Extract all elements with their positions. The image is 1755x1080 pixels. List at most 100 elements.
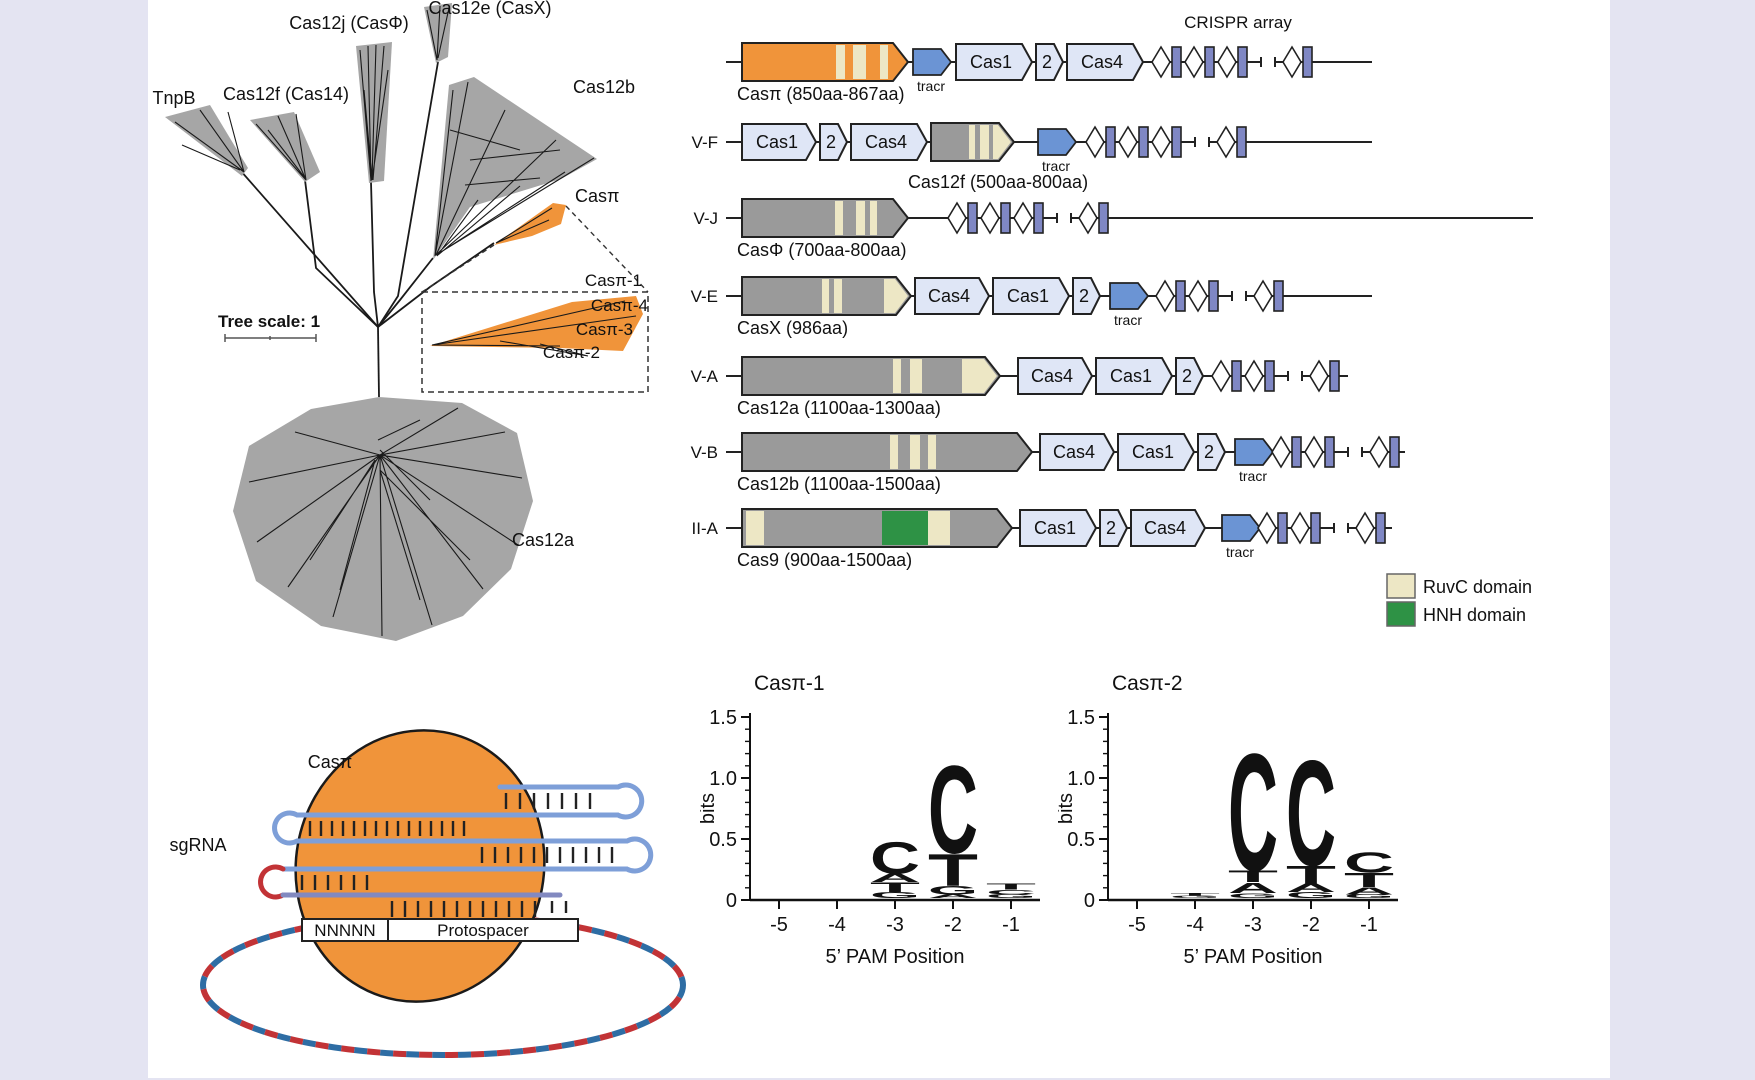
svg-text:T: T bbox=[986, 882, 1036, 891]
ruvc-stripe bbox=[928, 511, 950, 545]
clade-cas12a bbox=[233, 397, 533, 641]
ruvc-stripe bbox=[822, 279, 829, 313]
clade-label-caspi: Casπ bbox=[575, 186, 619, 206]
svg-text:Cas4: Cas4 bbox=[865, 132, 907, 152]
svg-text:T: T bbox=[1228, 867, 1278, 886]
tracr-label: tracr bbox=[1114, 312, 1142, 328]
branch-cas12a bbox=[377, 326, 380, 398]
svg-text:1.0: 1.0 bbox=[1067, 768, 1095, 790]
svg-text:bits: bits bbox=[1058, 793, 1077, 824]
protospacer-box bbox=[387, 918, 579, 942]
locus-row-va: V-A Cas4 Cas1 2 Cas12a (1100aa-1300aa) bbox=[691, 356, 1348, 418]
svg-text:Casπ-2: Casπ-2 bbox=[1112, 672, 1183, 695]
clade-label-cas12a: Cas12a bbox=[512, 530, 575, 550]
branch-tnpb bbox=[239, 169, 379, 328]
ruvc-stripe bbox=[880, 45, 888, 79]
svg-text:Casπ-1: Casπ-1 bbox=[754, 672, 825, 695]
svg-text:0: 0 bbox=[726, 890, 737, 912]
caspi-schematic-panel: NNNNN Protospacer Casπ sgRNA bbox=[169, 729, 686, 1058]
svg-text:C: C bbox=[986, 888, 1036, 896]
svg-text:C: C bbox=[1286, 728, 1336, 897]
svg-text:Cas4: Cas4 bbox=[1081, 52, 1123, 72]
row-type-label: V-E bbox=[691, 287, 718, 306]
row-caption: Cas12a (1100aa-1300aa) bbox=[737, 398, 941, 418]
svg-text:T: T bbox=[1286, 861, 1336, 889]
svg-text:T: T bbox=[870, 880, 920, 895]
ruvc-tip bbox=[962, 359, 997, 393]
tracr-label: tracr bbox=[1042, 158, 1070, 174]
inset-label-caspi3: Casπ-3 bbox=[576, 320, 633, 339]
ruvc-tip bbox=[993, 125, 1011, 159]
gene-cas2 bbox=[1035, 43, 1065, 81]
svg-text:C: C bbox=[1344, 847, 1394, 879]
clade-cas12f bbox=[250, 112, 320, 182]
effector-gene-cas9 bbox=[741, 508, 1014, 548]
svg-text:0: 0 bbox=[1084, 890, 1095, 912]
svg-text:Cas4: Cas4 bbox=[928, 286, 970, 306]
locus-row-vf: V-F Cas1 2 Cas4 tracr Cas12f (500aa-800a… bbox=[692, 122, 1372, 192]
svg-text:G: G bbox=[986, 893, 1036, 899]
locus-row-iia: II-A Cas1 2 Cas4 tracr Cas9 (900aa-1500a… bbox=[692, 508, 1392, 570]
svg-text:A: A bbox=[1344, 885, 1394, 896]
ruvc-legend-label: RuvC domain bbox=[1423, 577, 1532, 597]
ruvc-legend-swatch bbox=[1386, 573, 1416, 599]
row-type-label: V-A bbox=[691, 367, 719, 386]
caspi-protein-label: Casπ bbox=[308, 752, 352, 772]
gene-cas2 bbox=[1099, 509, 1129, 547]
svg-text:Cas4: Cas4 bbox=[1053, 442, 1095, 462]
ruvc-stripe bbox=[890, 435, 898, 469]
ruvc-stripe bbox=[980, 125, 989, 159]
svg-text:Cas1: Cas1 bbox=[756, 132, 798, 152]
svg-text:Cas1: Cas1 bbox=[1110, 366, 1152, 386]
pam-box-label: NNNNN bbox=[314, 921, 375, 940]
locus-row-vj: V-J CasΦ (700aa-800aa) bbox=[693, 198, 1533, 260]
tree-scale-label: Tree scale: 1 bbox=[218, 312, 320, 331]
svg-text:Cas4: Cas4 bbox=[1031, 366, 1073, 386]
ruvc-stripe bbox=[910, 435, 920, 469]
ruvc-stripe bbox=[910, 359, 922, 393]
locus-row-vb: V-B Cas4 Cas1 2 tracr Cas12b (1100aa-150… bbox=[691, 432, 1405, 494]
sgrna-label: sgRNA bbox=[169, 835, 226, 855]
svg-text:-3: -3 bbox=[886, 914, 904, 936]
basepair-rungs bbox=[300, 793, 614, 917]
svg-text:T: T bbox=[1170, 893, 1220, 897]
row-caption: Cas12f (500aa-800aa) bbox=[908, 172, 1088, 192]
protospacer-box-label: Protospacer bbox=[437, 921, 529, 940]
gene-cas2 bbox=[1072, 277, 1102, 315]
sgrna-red-loop bbox=[258, 864, 286, 900]
gene-cas2 bbox=[819, 123, 849, 161]
ruvc-tip bbox=[884, 279, 908, 313]
clade-tnpb bbox=[165, 105, 248, 176]
svg-text:C: C bbox=[870, 833, 920, 884]
row-caption: Cas12b (1100aa-1500aa) bbox=[737, 474, 941, 494]
row-type-label: V-F bbox=[692, 133, 718, 152]
svg-text:1.5: 1.5 bbox=[1067, 707, 1095, 729]
svg-text:-1: -1 bbox=[1360, 914, 1378, 936]
locus-row-ve: V-E Cas4 Cas1 2 tracr CasX (986aa) bbox=[691, 276, 1372, 338]
svg-text:A: A bbox=[928, 893, 978, 899]
svg-text:G: G bbox=[1170, 895, 1220, 899]
svg-text:1.0: 1.0 bbox=[709, 768, 737, 790]
branch-cas12e bbox=[377, 61, 439, 328]
row-caption: CasX (986aa) bbox=[737, 318, 848, 338]
gene-cas1 bbox=[992, 277, 1071, 315]
svg-text:Cas1: Cas1 bbox=[1132, 442, 1174, 462]
row-type-label: II-A bbox=[692, 519, 719, 538]
svg-text:-3: -3 bbox=[1244, 914, 1262, 936]
gene-cas2 bbox=[1197, 433, 1227, 471]
svg-text:Cas1: Cas1 bbox=[970, 52, 1012, 72]
row-caption: Cas9 (900aa-1500aa) bbox=[737, 550, 912, 570]
locus-row-caspi: tracr Cas1 2 Cas4 Casπ (850aa-867aa) bbox=[726, 42, 1372, 104]
gene-cas2 bbox=[1175, 357, 1205, 395]
effector-gene-cas12b bbox=[741, 432, 1034, 472]
svg-text:5’ PAM Position: 5’ PAM Position bbox=[826, 946, 965, 968]
inset-box bbox=[421, 291, 649, 393]
inset-label-caspi1: Casπ-1 bbox=[585, 271, 642, 290]
inset-label-caspi4: Casπ-4 bbox=[591, 296, 648, 315]
gene-cas4 bbox=[850, 123, 929, 161]
inset-label-caspi2: Casπ-2 bbox=[543, 343, 600, 362]
svg-text:2: 2 bbox=[1182, 366, 1192, 386]
hnh-legend-swatch bbox=[1386, 601, 1416, 627]
